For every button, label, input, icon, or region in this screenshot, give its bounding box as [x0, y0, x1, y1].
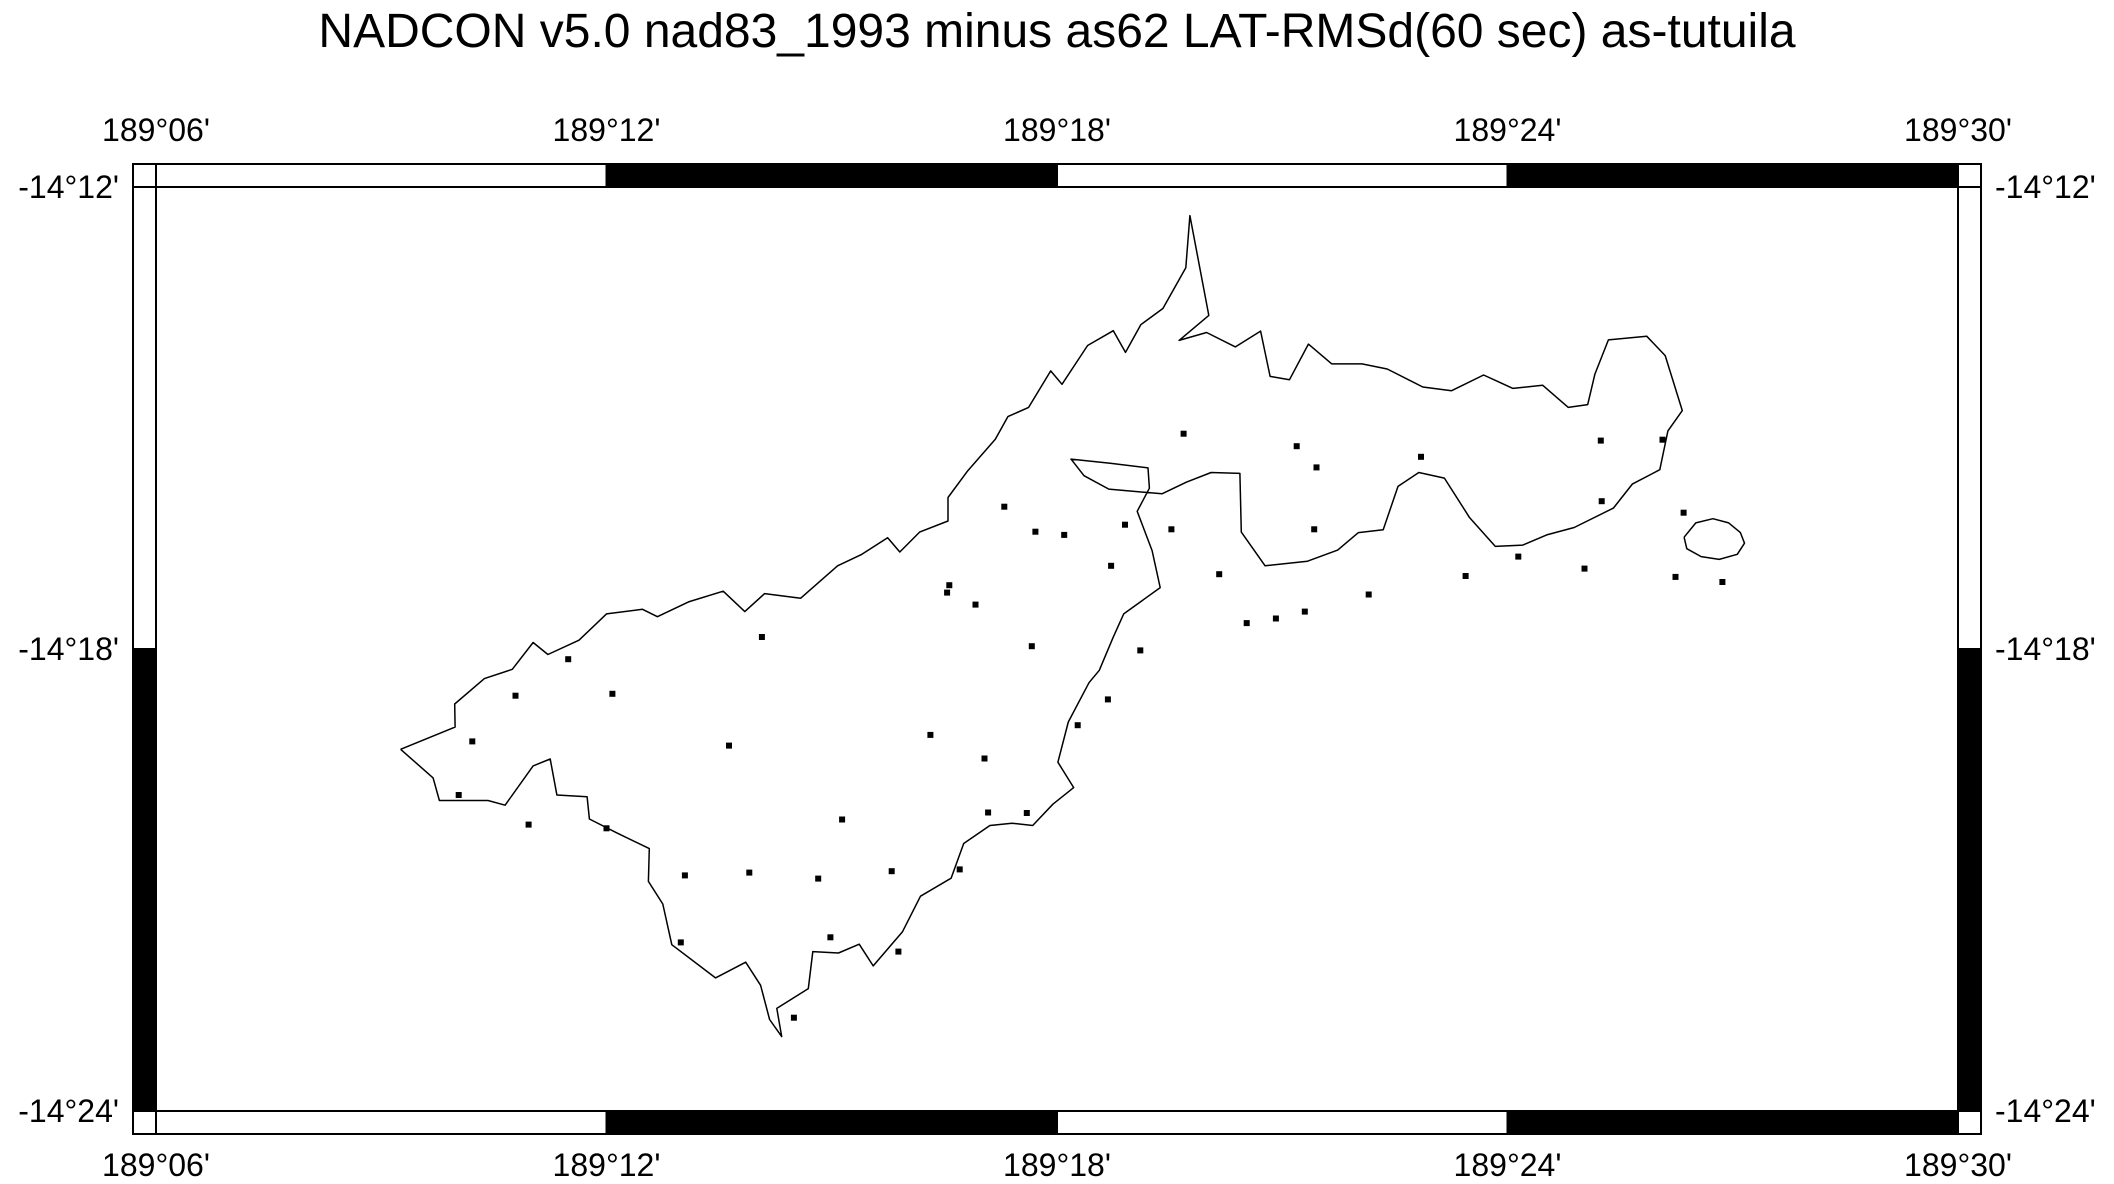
- bottom-scale-segment: [605, 1110, 1058, 1135]
- inner-frame: [155, 186, 1959, 1112]
- data-point: [1680, 509, 1687, 516]
- data-point: [956, 866, 963, 873]
- lon-label-top: 189°18': [1003, 112, 1111, 148]
- lon-label-bottom: 189°06': [102, 1147, 210, 1183]
- data-point: [1168, 526, 1175, 533]
- data-point: [1216, 571, 1223, 578]
- data-point: [1180, 430, 1187, 437]
- coastline-layer: [400, 214, 1746, 1038]
- right-scale-segment: [1957, 648, 1982, 1112]
- data-point: [839, 816, 846, 823]
- data-point: [895, 948, 902, 955]
- tutuila-coastline: [400, 214, 1684, 1038]
- data-point: [1311, 526, 1318, 533]
- data-point: [1061, 531, 1068, 538]
- data-point: [1313, 464, 1320, 471]
- data-point: [888, 868, 895, 875]
- frame-corner: [1957, 163, 1982, 188]
- data-point: [726, 742, 732, 749]
- lat-label-left: -14°18': [18, 631, 119, 667]
- data-point: [1418, 453, 1424, 460]
- data-point: [525, 821, 532, 828]
- top-scale-segment: [605, 163, 1058, 188]
- data-point: [981, 755, 988, 762]
- left-scale-segment: [132, 186, 157, 650]
- lon-label-top: 189°06': [102, 112, 210, 148]
- lat-label-left: -14°12': [18, 169, 119, 205]
- data-point: [609, 690, 616, 697]
- data-point: [946, 582, 953, 589]
- data-point: [1462, 573, 1469, 579]
- map-frame: [132, 163, 1982, 1135]
- data-point: [603, 825, 610, 832]
- lat-label-right: -14°12': [1995, 169, 2096, 205]
- lon-label-bottom: 189°18': [1003, 1147, 1111, 1183]
- data-points-layer: [455, 430, 1726, 1021]
- data-point: [681, 872, 688, 879]
- data-point: [455, 792, 462, 798]
- data-point: [1272, 615, 1279, 622]
- frame-corner: [132, 1110, 157, 1135]
- lon-label-bottom: 189°30': [1904, 1147, 2012, 1183]
- data-point: [1023, 810, 1030, 816]
- data-point: [1515, 553, 1522, 560]
- top-scale-segment: [1506, 163, 1959, 188]
- data-point: [790, 1014, 797, 1021]
- data-point: [1243, 620, 1250, 627]
- data-point: [1122, 521, 1128, 528]
- lon-label-bottom: 189°24': [1454, 1147, 1562, 1183]
- data-point: [1598, 498, 1605, 505]
- lon-label-bottom: 189°12': [553, 1147, 661, 1183]
- frame-corner: [132, 163, 157, 188]
- data-point: [1028, 643, 1035, 650]
- data-point: [927, 731, 934, 738]
- data-point: [1597, 437, 1604, 444]
- data-point: [469, 738, 476, 745]
- data-point: [565, 656, 572, 663]
- data-point: [1659, 436, 1666, 443]
- latitude-tick-labels: -14°12' -14°12' -14°18' -14°18' -14°24' -14°2…: [18, 169, 2096, 1129]
- map-title: NADCON v5.0 nad83_1993 minus as62 LAT-RM…: [318, 5, 1795, 58]
- data-point: [512, 692, 519, 699]
- bottom-scale-segment: [1056, 1110, 1509, 1135]
- data-point: [1293, 443, 1300, 450]
- outer-frame: [132, 163, 1982, 1135]
- bottom-scale-segment: [1506, 1110, 1959, 1135]
- data-point: [1001, 503, 1008, 510]
- data-point: [1108, 562, 1115, 569]
- data-point: [1719, 579, 1726, 585]
- lon-label-top: 189°12': [553, 112, 661, 148]
- top-scale-segment: [155, 163, 608, 188]
- lat-label-left: -14°24': [18, 1093, 119, 1129]
- data-point: [1581, 565, 1588, 572]
- left-scale-segment: [132, 648, 157, 1112]
- top-scale-segment: [1056, 163, 1509, 188]
- data-point: [815, 875, 822, 882]
- bottom-scale-segment: [155, 1110, 608, 1135]
- lon-label-top: 189°24': [1454, 112, 1562, 148]
- data-point: [1137, 647, 1144, 654]
- data-point: [1104, 696, 1111, 703]
- data-point: [985, 809, 992, 816]
- longitude-tick-labels: 189°06' 189°06' 189°12' 189°12' 189°18' 189°1…: [102, 112, 2012, 1183]
- map-frame-scale-bars: [132, 163, 1982, 1135]
- data-point: [758, 634, 765, 640]
- data-point: [1672, 573, 1679, 580]
- data-point: [677, 939, 684, 946]
- lat-label-right: -14°18': [1995, 631, 2096, 667]
- data-point: [1032, 528, 1039, 535]
- data-point: [746, 869, 753, 876]
- aunuu-islet-coastline: [1683, 517, 1746, 561]
- frame-corner: [1957, 1110, 1982, 1135]
- data-point: [1301, 608, 1308, 615]
- right-scale-segment: [1957, 186, 1982, 650]
- lon-label-top: 189°30': [1904, 112, 2012, 148]
- data-point: [1074, 722, 1081, 729]
- data-point: [1365, 591, 1372, 598]
- data-point: [827, 934, 834, 941]
- data-point: [944, 589, 951, 596]
- data-point: [972, 601, 979, 608]
- lat-label-right: -14°24': [1995, 1093, 2096, 1129]
